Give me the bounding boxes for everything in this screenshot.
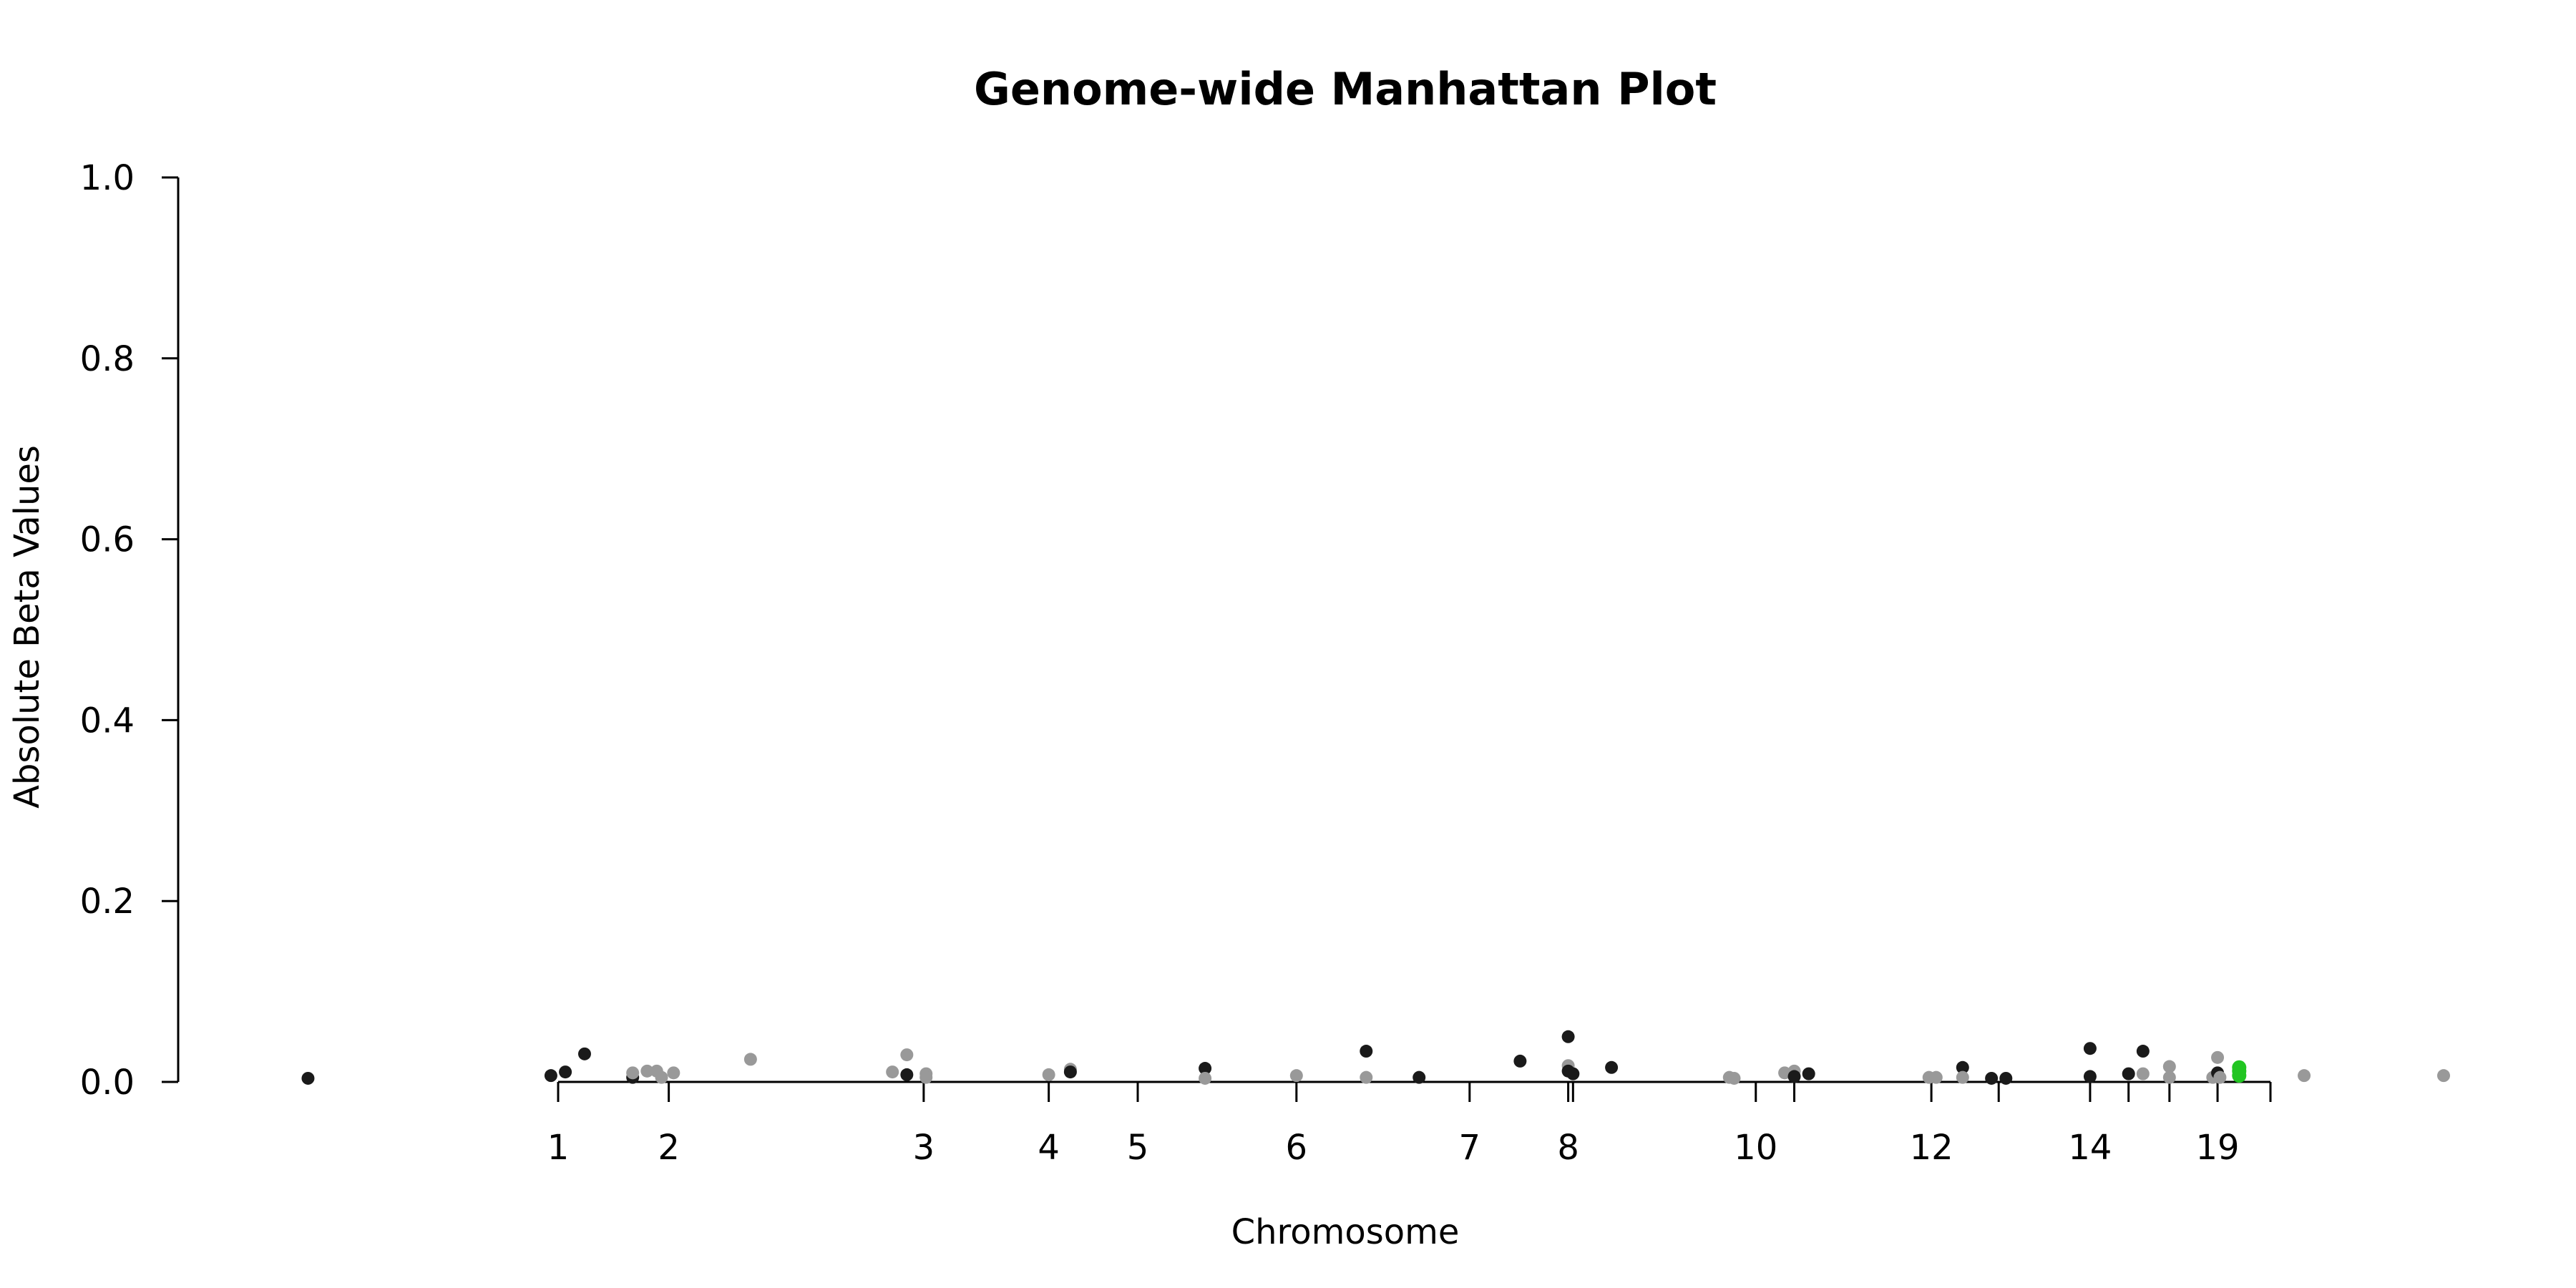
x-tick-label: 4	[1038, 1128, 1060, 1168]
data-point	[1360, 1045, 1373, 1058]
data-point	[1929, 1070, 1943, 1084]
data-point	[1605, 1060, 1619, 1074]
data-point	[1360, 1070, 1373, 1084]
y-tick-label: 0.0	[80, 1063, 135, 1103]
data-point	[544, 1069, 557, 1083]
data-point	[1956, 1070, 1969, 1084]
data-point	[1802, 1067, 1815, 1080]
data-point	[1199, 1062, 1212, 1075]
data-point	[1063, 1065, 1077, 1079]
data-point	[2136, 1067, 2150, 1080]
data-point	[559, 1065, 572, 1079]
data-point	[301, 1071, 315, 1085]
data-point	[2083, 1042, 2097, 1055]
data-point	[1561, 1030, 1575, 1043]
data-point	[2136, 1045, 2150, 1058]
data-point	[1727, 1071, 1741, 1085]
data-point	[1956, 1060, 1969, 1074]
x-axis-label: Chromosome	[1231, 1212, 1460, 1252]
data-point	[1199, 1071, 1212, 1085]
x-tick-label: 7	[1459, 1128, 1481, 1168]
data-point	[2122, 1067, 2135, 1080]
y-tick-label: 1.0	[80, 158, 135, 198]
data-point	[2298, 1069, 2311, 1083]
data-point	[2162, 1060, 2176, 1073]
data-point	[743, 1053, 757, 1066]
data-point	[1985, 1071, 1999, 1085]
data-point	[2232, 1068, 2247, 1083]
data-point	[1513, 1054, 1527, 1068]
data-point	[626, 1066, 640, 1080]
data-point	[900, 1068, 914, 1081]
x-tick-label: 14	[2068, 1128, 2112, 1168]
x-tick-label: 2	[658, 1128, 680, 1168]
data-point	[640, 1064, 654, 1078]
x-tick-label: 6	[1286, 1128, 1308, 1168]
data-point	[1289, 1069, 1303, 1083]
data-point	[2083, 1070, 2097, 1083]
y-tick-label: 0.2	[80, 882, 135, 922]
y-tick-label: 0.6	[80, 520, 135, 560]
y-ticks: 0.0 0.2 0.4 0.6 0.8 1.0	[80, 158, 178, 1103]
data-point	[2211, 1050, 2225, 1064]
x-tick-label: 5	[1127, 1128, 1149, 1168]
y-tick-label: 0.4	[80, 701, 135, 741]
y-axis-label: Absolute Beta Values	[7, 445, 47, 809]
data-points	[301, 1030, 2450, 1085]
data-point	[2213, 1070, 2227, 1084]
y-tick-label: 0.8	[80, 339, 135, 379]
data-point	[655, 1070, 668, 1084]
data-point	[1566, 1067, 1580, 1080]
x-ticks: 1 2 3 4 5 6 7 8 10 12 14 19	[547, 1082, 2272, 1168]
x-tick-label: 12	[1910, 1128, 1953, 1168]
chart-title: Genome-wide Manhattan Plot	[974, 63, 1717, 115]
data-point	[577, 1047, 591, 1060]
x-tick-label: 3	[913, 1128, 935, 1168]
data-point	[1999, 1071, 2013, 1085]
data-point	[2162, 1070, 2176, 1084]
data-point	[667, 1066, 680, 1080]
data-point	[886, 1065, 899, 1079]
data-point	[919, 1070, 933, 1084]
data-point	[1413, 1070, 1426, 1084]
data-point	[2436, 1069, 2450, 1083]
data-point	[1787, 1070, 1801, 1083]
x-tick-label: 19	[2196, 1128, 2240, 1168]
data-point	[1042, 1068, 1055, 1081]
x-tick-label: 10	[1734, 1128, 1777, 1168]
x-tick-label: 8	[1557, 1128, 1579, 1168]
data-point	[900, 1048, 914, 1062]
x-tick-label: 1	[547, 1128, 570, 1168]
